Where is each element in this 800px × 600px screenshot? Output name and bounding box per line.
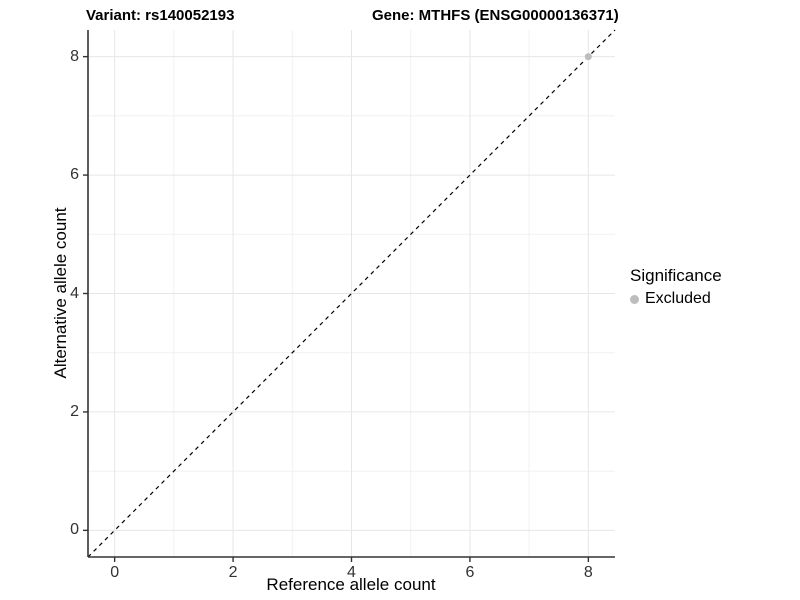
x-tick-label: 0	[110, 564, 120, 581]
legend-entries: Excluded	[630, 290, 722, 308]
legend-marker-dot	[630, 294, 639, 304]
plot-title-variant: Variant: rs140052193	[86, 7, 235, 24]
y-tick-label: 4	[70, 284, 79, 302]
x-tick-label: 6	[465, 564, 475, 581]
x-axis-title: Reference allele count	[266, 575, 436, 594]
data-point-excluded	[584, 53, 592, 61]
y-tick-label: 6	[70, 166, 79, 184]
plot-canvas	[83, 29, 616, 562]
y-axis-title: Alternative allele count	[51, 207, 70, 379]
y-tick-label: 2	[70, 402, 79, 420]
plot-panel	[83, 29, 616, 562]
y-tick-label: 0	[70, 521, 79, 539]
legend: Significance Excluded	[630, 266, 722, 308]
x-tick-label: 8	[583, 564, 593, 581]
plot-title-gene: Gene: MTHFS (ENSG00000136371)	[372, 7, 619, 24]
legend-entry-label: Excluded	[645, 290, 711, 307]
x-tick-label: 2	[228, 564, 238, 581]
legend-title: Significance	[630, 266, 722, 285]
y-tick-label: 8	[70, 47, 79, 65]
x-tick-label: 4	[347, 564, 356, 581]
legend-entry: Excluded	[630, 290, 722, 308]
